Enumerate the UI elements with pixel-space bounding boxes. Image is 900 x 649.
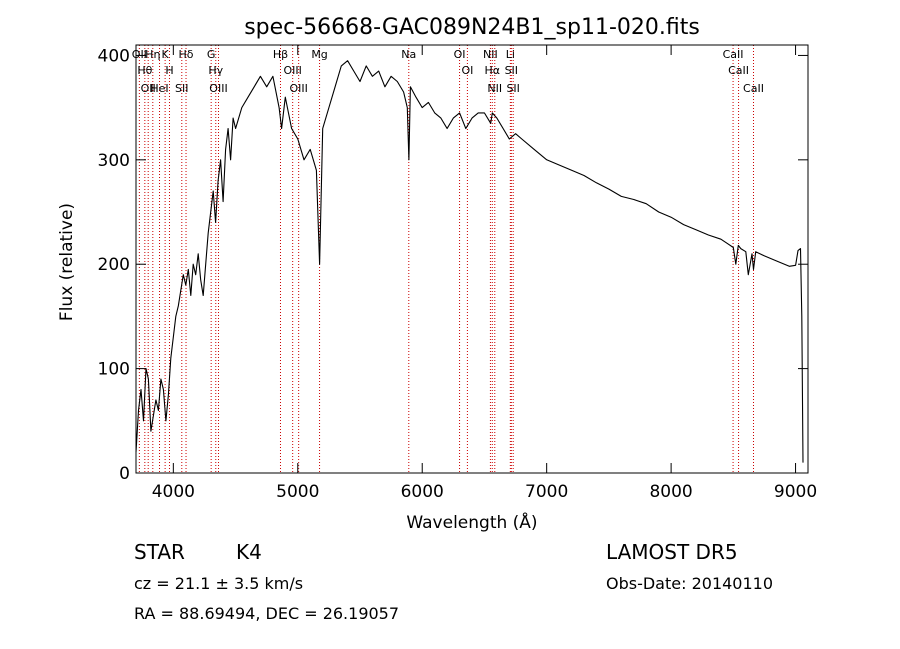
line-marker-label-12: Hβ	[273, 48, 288, 61]
line-marker-label-13: OIII	[283, 64, 301, 77]
x-tick-label-3: 7000	[525, 482, 568, 502]
line-marker-label-22: Li	[506, 48, 515, 61]
line-marker-label-15: Mg	[311, 48, 327, 61]
observation-date: Obs-Date: 20140110	[606, 574, 774, 593]
x-tick-label-1: 5000	[276, 482, 319, 502]
y-tick-label-3: 300	[98, 151, 130, 171]
spectrum-series-0	[135, 60, 804, 463]
line-markers-layer	[138, 45, 754, 473]
line-marker-label-24: SII	[506, 82, 519, 95]
spectrum-chart: 4000 5000 6000 7000 8000 9000 0 100 200 300 400 OI…	[57, 15, 817, 533]
line-marker-label-25: CaII	[723, 48, 744, 61]
line-marker-label-6: H	[165, 64, 173, 77]
y-tick-label-4: 400	[98, 46, 130, 66]
line-marker-label-27: CaII	[743, 82, 764, 95]
line-marker-label-9: G	[207, 48, 216, 61]
line-marker-label-8: Hδ	[179, 48, 194, 61]
line-marker-label-21: NII	[487, 82, 502, 95]
line-marker-label-20: Hα	[485, 64, 501, 77]
axes-layer: 4000 5000 6000 7000 8000 9000 0 100 200 300 400	[98, 45, 817, 502]
line-marker-label-18: OI	[461, 64, 473, 77]
line-marker-label-4: HeI	[150, 82, 168, 95]
x-tick-label-4: 8000	[649, 482, 692, 502]
line-marker-label-11: OIII	[209, 82, 227, 95]
y-tick-label-0: 0	[119, 464, 130, 484]
line-marker-label-17: OI	[454, 48, 466, 61]
line-marker-label-26: CaII	[728, 64, 749, 77]
plot-frame	[135, 44, 809, 474]
line-marker-label-7: SII	[175, 82, 188, 95]
line-marker-label-16: Na	[401, 48, 416, 61]
line-marker-label-23: SII	[505, 64, 518, 77]
y-tick-label-1: 100	[98, 360, 130, 380]
y-axis-label: Flux (relative)	[57, 203, 77, 321]
object-class: STAR	[134, 540, 185, 564]
line-marker-label-19: NII	[483, 48, 498, 61]
redshift-value: cz = 21.1 ± 3.5 km/s	[134, 574, 304, 593]
x-tick-label-0: 4000	[152, 482, 195, 502]
x-axis-label: Wavelength (Å)	[406, 511, 537, 533]
x-tick-label-5: 9000	[774, 482, 817, 502]
spectral-subclass: K4	[236, 540, 262, 564]
line-marker-label-1: Hθ	[137, 64, 152, 77]
y-tick-label-2: 200	[98, 255, 130, 275]
chart-title: spec-56668-GAC089N24B1_sp11-020.fits	[244, 15, 700, 40]
coordinates: RA = 88.69494, DEC = 26.19057	[134, 604, 400, 623]
series-layer	[135, 60, 804, 463]
line-marker-label-2: OII	[141, 82, 156, 95]
survey-name: LAMOST DR5	[606, 540, 738, 564]
line-marker-label-5: K	[162, 48, 170, 61]
line-marker-label-3: Hη	[145, 48, 160, 61]
line-marker-label-14: OIII	[289, 82, 307, 95]
line-marker-label-10: Hγ	[208, 64, 223, 77]
line-marker-label-0: OII	[132, 48, 147, 61]
x-tick-label-2: 6000	[401, 482, 444, 502]
